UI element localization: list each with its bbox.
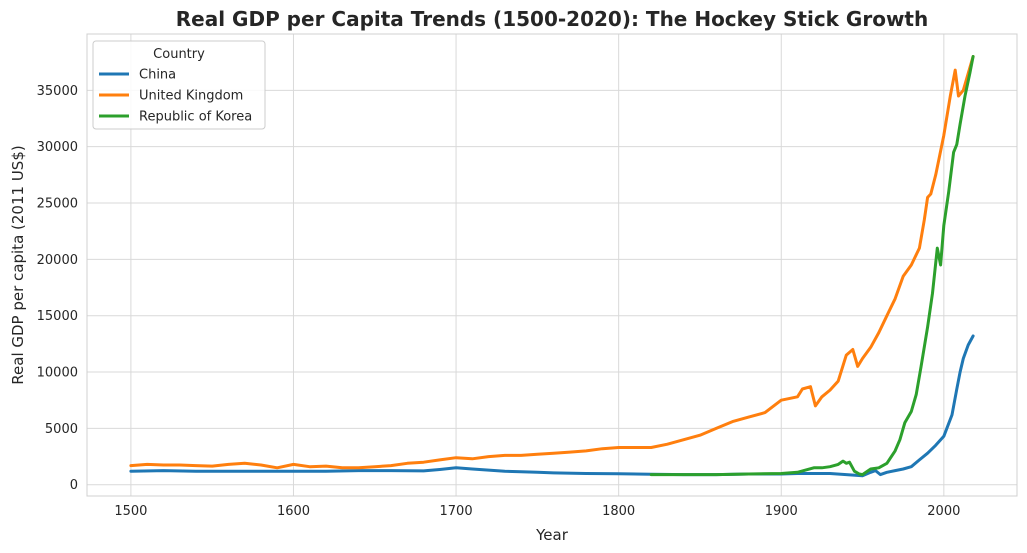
legend-title: Country	[153, 47, 205, 62]
x-axis-label: Year	[535, 526, 569, 544]
legend-box	[92, 40, 266, 130]
legend-label: United Kingdom	[139, 89, 243, 104]
y-tick-labels: 0 5000 10000 15000 20000 25000 30000 35000	[37, 84, 78, 493]
series-lines	[129, 55, 975, 478]
x-tick-label: 1600	[277, 504, 310, 519]
legend-label: Republic of Korea	[139, 110, 252, 125]
y-tick-label: 35000	[37, 84, 78, 99]
series-line-republic-of-korea	[649, 55, 975, 477]
x-tick-label: 2000	[927, 504, 960, 519]
x-tick-label: 1900	[765, 504, 798, 519]
y-tick-label: 20000	[37, 253, 78, 268]
series-line-united-kingdom	[129, 55, 975, 470]
x-tick-label: 1500	[114, 504, 147, 519]
y-tick-label: 30000	[37, 140, 78, 155]
plot-frame	[86, 33, 1018, 497]
x-tick-label: 1800	[602, 504, 635, 519]
x-tick-labels: 1500 1600 1700 1800 1900 2000	[114, 504, 960, 519]
y-axis-label: Real GDP per capita (2011 US$)	[9, 145, 27, 384]
y-gridlines	[87, 89, 1017, 486]
x-tick-label: 1700	[440, 504, 473, 519]
chart-title: Real GDP per Capita Trends (1500-2020): …	[176, 7, 928, 31]
legend-label: China	[139, 68, 176, 83]
y-tick-label: 10000	[37, 366, 78, 381]
legend: Country China United Kingdom Republic of K…	[92, 40, 266, 130]
y-tick-label: 15000	[37, 309, 78, 324]
y-tick-label: 25000	[37, 197, 78, 212]
y-tick-label: 0	[70, 478, 78, 493]
y-tick-label: 5000	[45, 422, 78, 437]
